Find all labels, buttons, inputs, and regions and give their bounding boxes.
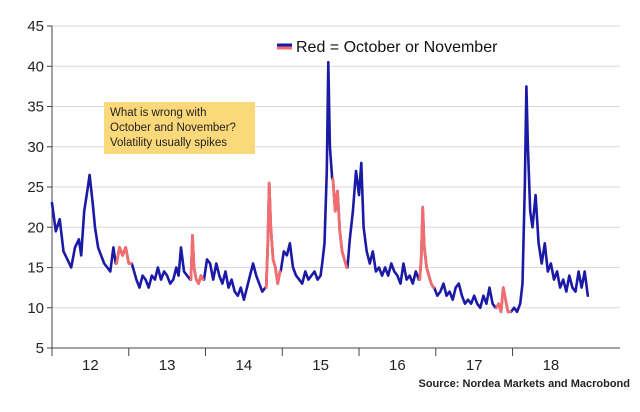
ytick-label-10: 10	[27, 300, 44, 317]
legend: Red = October or November	[277, 39, 498, 56]
ytick-label-15: 15	[27, 260, 44, 277]
xtick-label-15: 15	[312, 357, 329, 374]
ytick-label-35: 35	[27, 99, 44, 116]
xtick-label-18: 18	[543, 357, 560, 374]
series-line-oct-nov-6	[494, 286, 512, 314]
ytick-label-40: 40	[27, 58, 44, 75]
xtick-label-16: 16	[389, 357, 406, 374]
xtick-label-12: 12	[82, 357, 99, 374]
ytick-label-20: 20	[27, 219, 44, 236]
xtick-label-14: 14	[236, 357, 253, 374]
ytick-label-30: 30	[27, 139, 44, 156]
series-line-oct-nov-2	[189, 233, 205, 286]
ytick-label-25: 25	[27, 179, 44, 196]
grid-lines	[52, 25, 620, 349]
annotation-box: What is wrong with October and November?…	[104, 102, 255, 154]
annotation-line-2: October and November?	[110, 122, 236, 134]
legend-label: Red = October or November	[296, 39, 498, 56]
series-line-oct-nov-3	[264, 181, 282, 290]
series-line-oct-nov-4	[331, 177, 349, 269]
ytick-label-5: 5	[36, 340, 44, 357]
xtick-label-17: 17	[466, 357, 483, 374]
xtick-label-13: 13	[159, 357, 176, 374]
series-line-oct-nov-1	[115, 245, 133, 265]
y-axis: 5 10 15 20 25 30 35 40 45	[27, 18, 53, 357]
ytick-label-45: 45	[27, 18, 44, 35]
series-line-oct-nov-5	[418, 205, 435, 290]
annotation-line-1: What is wrong with	[110, 107, 207, 119]
series-red	[115, 177, 512, 314]
source-note: Source: Nordea Markets and Macrobond	[418, 378, 631, 390]
annotation-line-3: Volatility usually spikes	[110, 137, 227, 149]
x-axis: 12 13 14 15 16 17 18	[51, 347, 620, 374]
